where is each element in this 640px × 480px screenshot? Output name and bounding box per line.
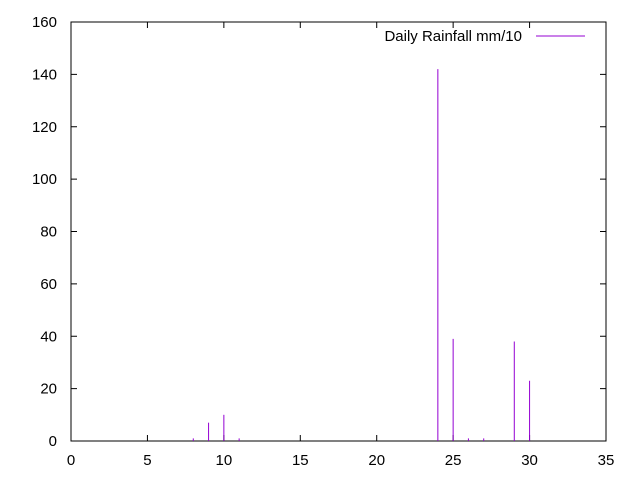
x-tick-label: 30 — [521, 452, 538, 469]
y-tick-label: 140 — [32, 66, 57, 83]
y-tick-label: 0 — [49, 433, 57, 450]
y-tick-label: 20 — [40, 381, 57, 398]
x-axis: 0 5 10 15 20 25 30 35 — [67, 22, 615, 469]
x-tick-label: 25 — [445, 452, 462, 469]
x-tick-label: 5 — [143, 452, 151, 469]
bar-series — [192, 69, 531, 441]
x-tick-label: 0 — [67, 452, 75, 469]
y-tick-label: 80 — [40, 224, 57, 241]
y-tick-label: 160 — [32, 14, 57, 31]
plot-frame — [70, 21, 607, 442]
x-tick-label: 15 — [292, 452, 309, 469]
y-tick-label: 100 — [32, 171, 57, 188]
y-tick-label: 60 — [40, 276, 57, 293]
y-tick-label: 120 — [32, 119, 57, 136]
x-tick-label: 35 — [598, 452, 615, 469]
y-axis: 0 20 40 60 80 100 120 140 160 — [32, 14, 606, 450]
y-tick-label: 40 — [40, 328, 57, 345]
x-tick-label: 10 — [216, 452, 233, 469]
x-tick-label: 20 — [368, 452, 385, 469]
legend-label: Daily Rainfall mm/10 — [384, 28, 522, 45]
legend: Daily Rainfall mm/10 — [384, 28, 585, 45]
